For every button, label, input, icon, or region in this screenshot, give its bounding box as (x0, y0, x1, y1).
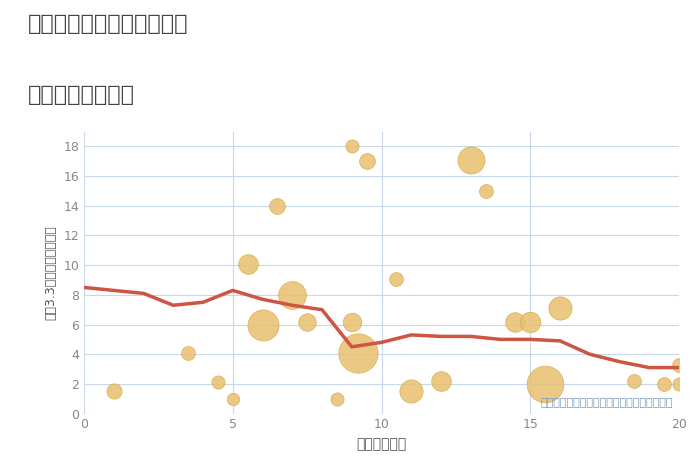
Point (673, 361, 685, 368)
Point (352, 349, 363, 357)
Y-axis label: 坪（3.3㎡）単価（万円）: 坪（3.3㎡）単価（万円） (45, 225, 57, 320)
Point (480, 187, 491, 195)
Point (272, 202, 283, 210)
X-axis label: 駅距離（分）: 駅距離（分） (356, 437, 407, 451)
Point (673, 380, 685, 388)
Point (257, 321, 268, 329)
Point (346, 143, 357, 150)
Point (108, 388, 119, 395)
Point (435, 377, 447, 385)
Point (331, 395, 342, 402)
Point (659, 380, 670, 388)
Text: 三重県伊賀市上野玄蕃町の: 三重県伊賀市上野玄蕃町の (28, 14, 188, 34)
Point (406, 388, 417, 395)
Point (242, 260, 253, 267)
Point (212, 379, 223, 386)
Point (183, 349, 194, 357)
Point (465, 156, 476, 164)
Text: 駅距離別土地価格: 駅距離別土地価格 (28, 85, 135, 105)
Point (287, 291, 298, 298)
Point (554, 305, 566, 312)
Point (346, 318, 357, 325)
Point (302, 318, 313, 325)
Point (227, 395, 238, 402)
Point (361, 157, 372, 165)
Point (391, 275, 402, 282)
Text: 円の大きさは、取引のあった物件面積を示す: 円の大きさは、取引のあった物件面積を示す (540, 398, 673, 408)
Point (629, 377, 640, 385)
Point (510, 318, 521, 325)
Point (540, 380, 551, 388)
Point (525, 318, 536, 325)
